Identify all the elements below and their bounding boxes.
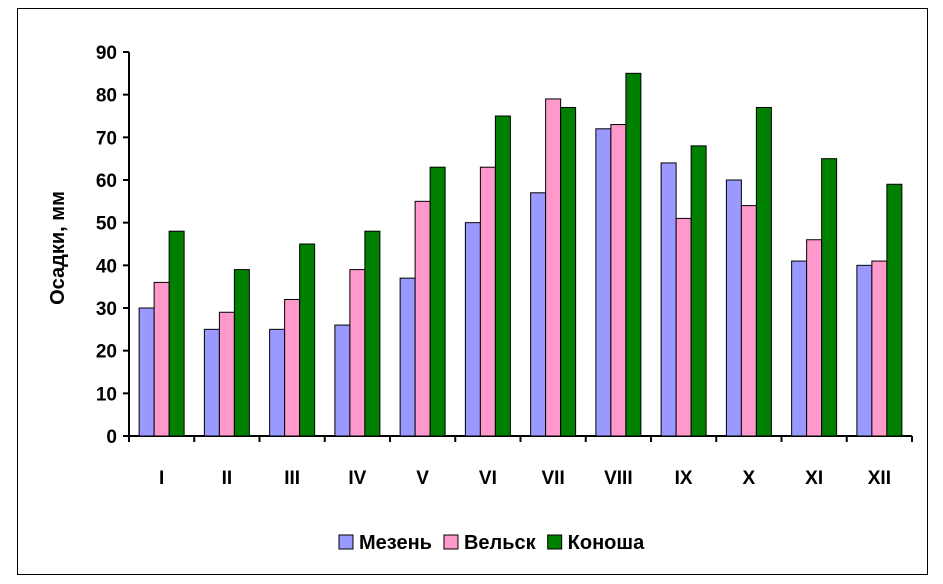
bar-Коноша-III [299, 243, 316, 437]
x-tick-label: XI [805, 468, 823, 489]
x-tick-label: VI [479, 468, 497, 489]
bar-Вельск-V [414, 200, 431, 437]
legend-swatch [547, 534, 563, 550]
x-tick-label: IV [348, 468, 366, 489]
bar-Коноша-X [755, 106, 772, 437]
y-tick-labels: 0 10 20 30 40 50 60 70 80 90 [96, 43, 117, 448]
y-tick-label: 20 [96, 342, 117, 363]
x-tick-label: IX [675, 468, 693, 489]
legend-label: Коноша [568, 532, 645, 554]
y-tick-label: 0 [106, 427, 117, 448]
x-tick-label: VIII [604, 468, 633, 489]
y-tick-label: 40 [96, 256, 117, 277]
bar-Мезень-XII [856, 264, 873, 437]
y-tick-label: 60 [96, 171, 117, 192]
bar-Мезень-II [203, 328, 220, 437]
bar-Мезень-I [138, 307, 155, 437]
bar-Мезень-V [399, 277, 416, 437]
bar-Вельск-IX [675, 217, 692, 437]
y-tick-label: 10 [96, 384, 117, 405]
bar-Вельск-I [153, 281, 170, 437]
bar-Мезень-IX [660, 162, 677, 437]
bar-Вельск-X [740, 205, 757, 437]
y-tick-label: 90 [96, 43, 117, 64]
y-tick-label: 80 [96, 86, 117, 107]
y-tick-label: 70 [96, 128, 117, 149]
legend-label: Вельск [464, 532, 537, 554]
chart-bars [138, 72, 903, 437]
bar-Коноша-VII [560, 106, 577, 437]
x-tick-label: VII [542, 468, 565, 489]
bar-Вельск-VIII [610, 124, 627, 437]
x-tick-label: V [416, 468, 429, 489]
bar-Мезень-VIII [595, 128, 612, 437]
legend-swatch [443, 534, 459, 550]
bar-Коноша-IX [690, 145, 707, 437]
bar-Вельск-II [218, 311, 235, 437]
y-tick-label: 30 [96, 299, 117, 320]
x-tick-label: II [222, 468, 233, 489]
bar-Вельск-XI [806, 239, 823, 437]
bar-Коноша-XII [886, 183, 903, 437]
bar-Вельск-VI [479, 166, 496, 437]
bar-Коноша-VIII [625, 72, 642, 437]
bar-Коноша-I [168, 230, 185, 437]
bar-Вельск-XII [871, 260, 888, 437]
x-tick-label: III [284, 468, 300, 489]
bar-Вельск-VII [545, 98, 562, 437]
x-tick-label: X [743, 468, 756, 489]
bar-Мезень-III [269, 328, 286, 437]
chart-axes [123, 51, 913, 442]
bar-Мезень-VII [530, 192, 547, 437]
x-tick-label: XII [868, 468, 891, 489]
x-tick-labels: I II III IV V VI VII VIII IX X XI XII [159, 468, 891, 489]
bar-Вельск-III [284, 298, 301, 437]
legend-swatch [338, 534, 354, 550]
bar-Мезень-X [725, 179, 742, 437]
legend-label: Мезень [359, 532, 432, 554]
bar-Вельск-IV [349, 269, 366, 437]
bar-Мезень-IV [334, 324, 351, 437]
legend: Мезень Вельск Коноша [338, 532, 645, 554]
bar-Мезень-XI [791, 260, 808, 437]
bar-Коноша-II [233, 269, 250, 437]
x-tick-label: I [159, 468, 164, 489]
bar-Коноша-XI [821, 158, 838, 437]
bar-Коноша-VI [494, 115, 511, 437]
bar-Коноша-V [429, 166, 446, 437]
y-axis-title: Осадки, мм [47, 191, 69, 305]
bar-Мезень-VI [464, 222, 481, 437]
y-tick-label: 50 [96, 214, 117, 235]
bar-Коноша-IV [364, 230, 381, 437]
